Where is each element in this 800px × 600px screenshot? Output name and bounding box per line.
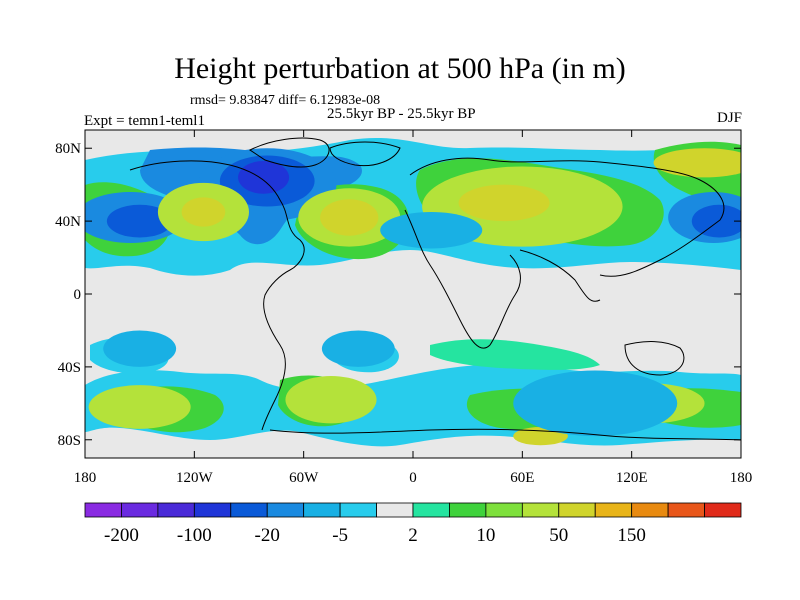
axis-ticks: 80N 40N 0 40S 80S 180 120W 60W 0 60E 120E 180 [55, 130, 752, 486]
experiment-label: Expt = temn1-teml1 [84, 113, 205, 129]
colorbar: -200 -100 -20 -5 2 10 50 150 [84, 502, 742, 546]
colorbar-swatch [121, 502, 159, 518]
colorbar-label: 150 [617, 525, 646, 546]
season-label: DJF [716, 110, 742, 126]
anomaly-contour-12 [458, 184, 550, 222]
lat-tick-label: 0 [74, 287, 82, 303]
anomaly-contour-16 [88, 385, 191, 429]
colorbar-swatch [667, 502, 705, 518]
colorbar-swatch [266, 502, 305, 518]
colorbar-swatch [193, 502, 232, 518]
lat-tick-label: 80S [58, 433, 81, 449]
coastlines [129, 137, 741, 441]
colorbar-swatch [558, 502, 596, 518]
colorbar-label: -20 [255, 525, 280, 546]
colorbar-swatch [84, 502, 122, 518]
anomaly-contour-8 [181, 197, 226, 227]
chart-title: Height perturbation at 500 hPa (in m) [174, 52, 626, 85]
anomaly-contour-15 [285, 376, 377, 424]
lon-tick-label: 60W [289, 470, 319, 486]
anomaly-contour-3 [691, 204, 741, 238]
colorbar-label: 2 [408, 525, 418, 546]
colorbar-swatch [449, 502, 487, 518]
lon-tick-label: 180 [730, 470, 753, 486]
lon-tick-label: 0 [409, 470, 417, 486]
lon-tick-label: 120W [176, 470, 214, 486]
anomaly-contour-21 [321, 330, 395, 367]
colorbar-label: -100 [177, 525, 212, 546]
colorbar-swatch [157, 502, 195, 518]
lat-tick-label: 40N [55, 214, 81, 230]
lat-tick-label: 80N [55, 141, 81, 157]
colorbar-swatch [412, 502, 450, 518]
colorbar-swatch [485, 502, 523, 518]
colorbar-swatch [303, 502, 341, 518]
colorbar-label: 10 [476, 525, 495, 546]
colorbar-label: -5 [332, 525, 348, 546]
colorbar-swatch [704, 502, 742, 518]
anomaly-contour-10 [320, 199, 379, 236]
colorbar-swatch [376, 502, 414, 518]
lat-tick-label: 40S [58, 360, 81, 376]
anomaly-contour-1 [106, 204, 173, 238]
lon-tick-label: 180 [74, 470, 97, 486]
colorbar-label: -200 [104, 525, 139, 546]
anomaly-contour-13 [653, 148, 741, 178]
anomaly-contours [85, 148, 741, 446]
colorbar-swatch [230, 502, 268, 518]
map-area [85, 130, 741, 458]
colorbar-swatch [594, 502, 633, 518]
colorbar-swatch [339, 502, 377, 518]
sh-green-atlantic [430, 339, 600, 370]
chart-subtitle: 25.5kyr BP - 25.5kyr BP [327, 106, 476, 122]
anomaly-contour-14 [380, 212, 483, 249]
lon-tick-label: 60E [510, 470, 534, 486]
anomaly-contour-6 [238, 160, 290, 194]
colorbar-label: 50 [549, 525, 568, 546]
stats-line: rmsd= 9.83847 diff= 6.12983e-08 [190, 93, 381, 108]
colorbar-swatch [521, 502, 560, 518]
colorbar-swatch [631, 502, 669, 518]
anomaly-contour-19 [513, 370, 678, 437]
lon-tick-label: 120E [616, 470, 648, 486]
anomaly-contour-20 [103, 330, 177, 367]
